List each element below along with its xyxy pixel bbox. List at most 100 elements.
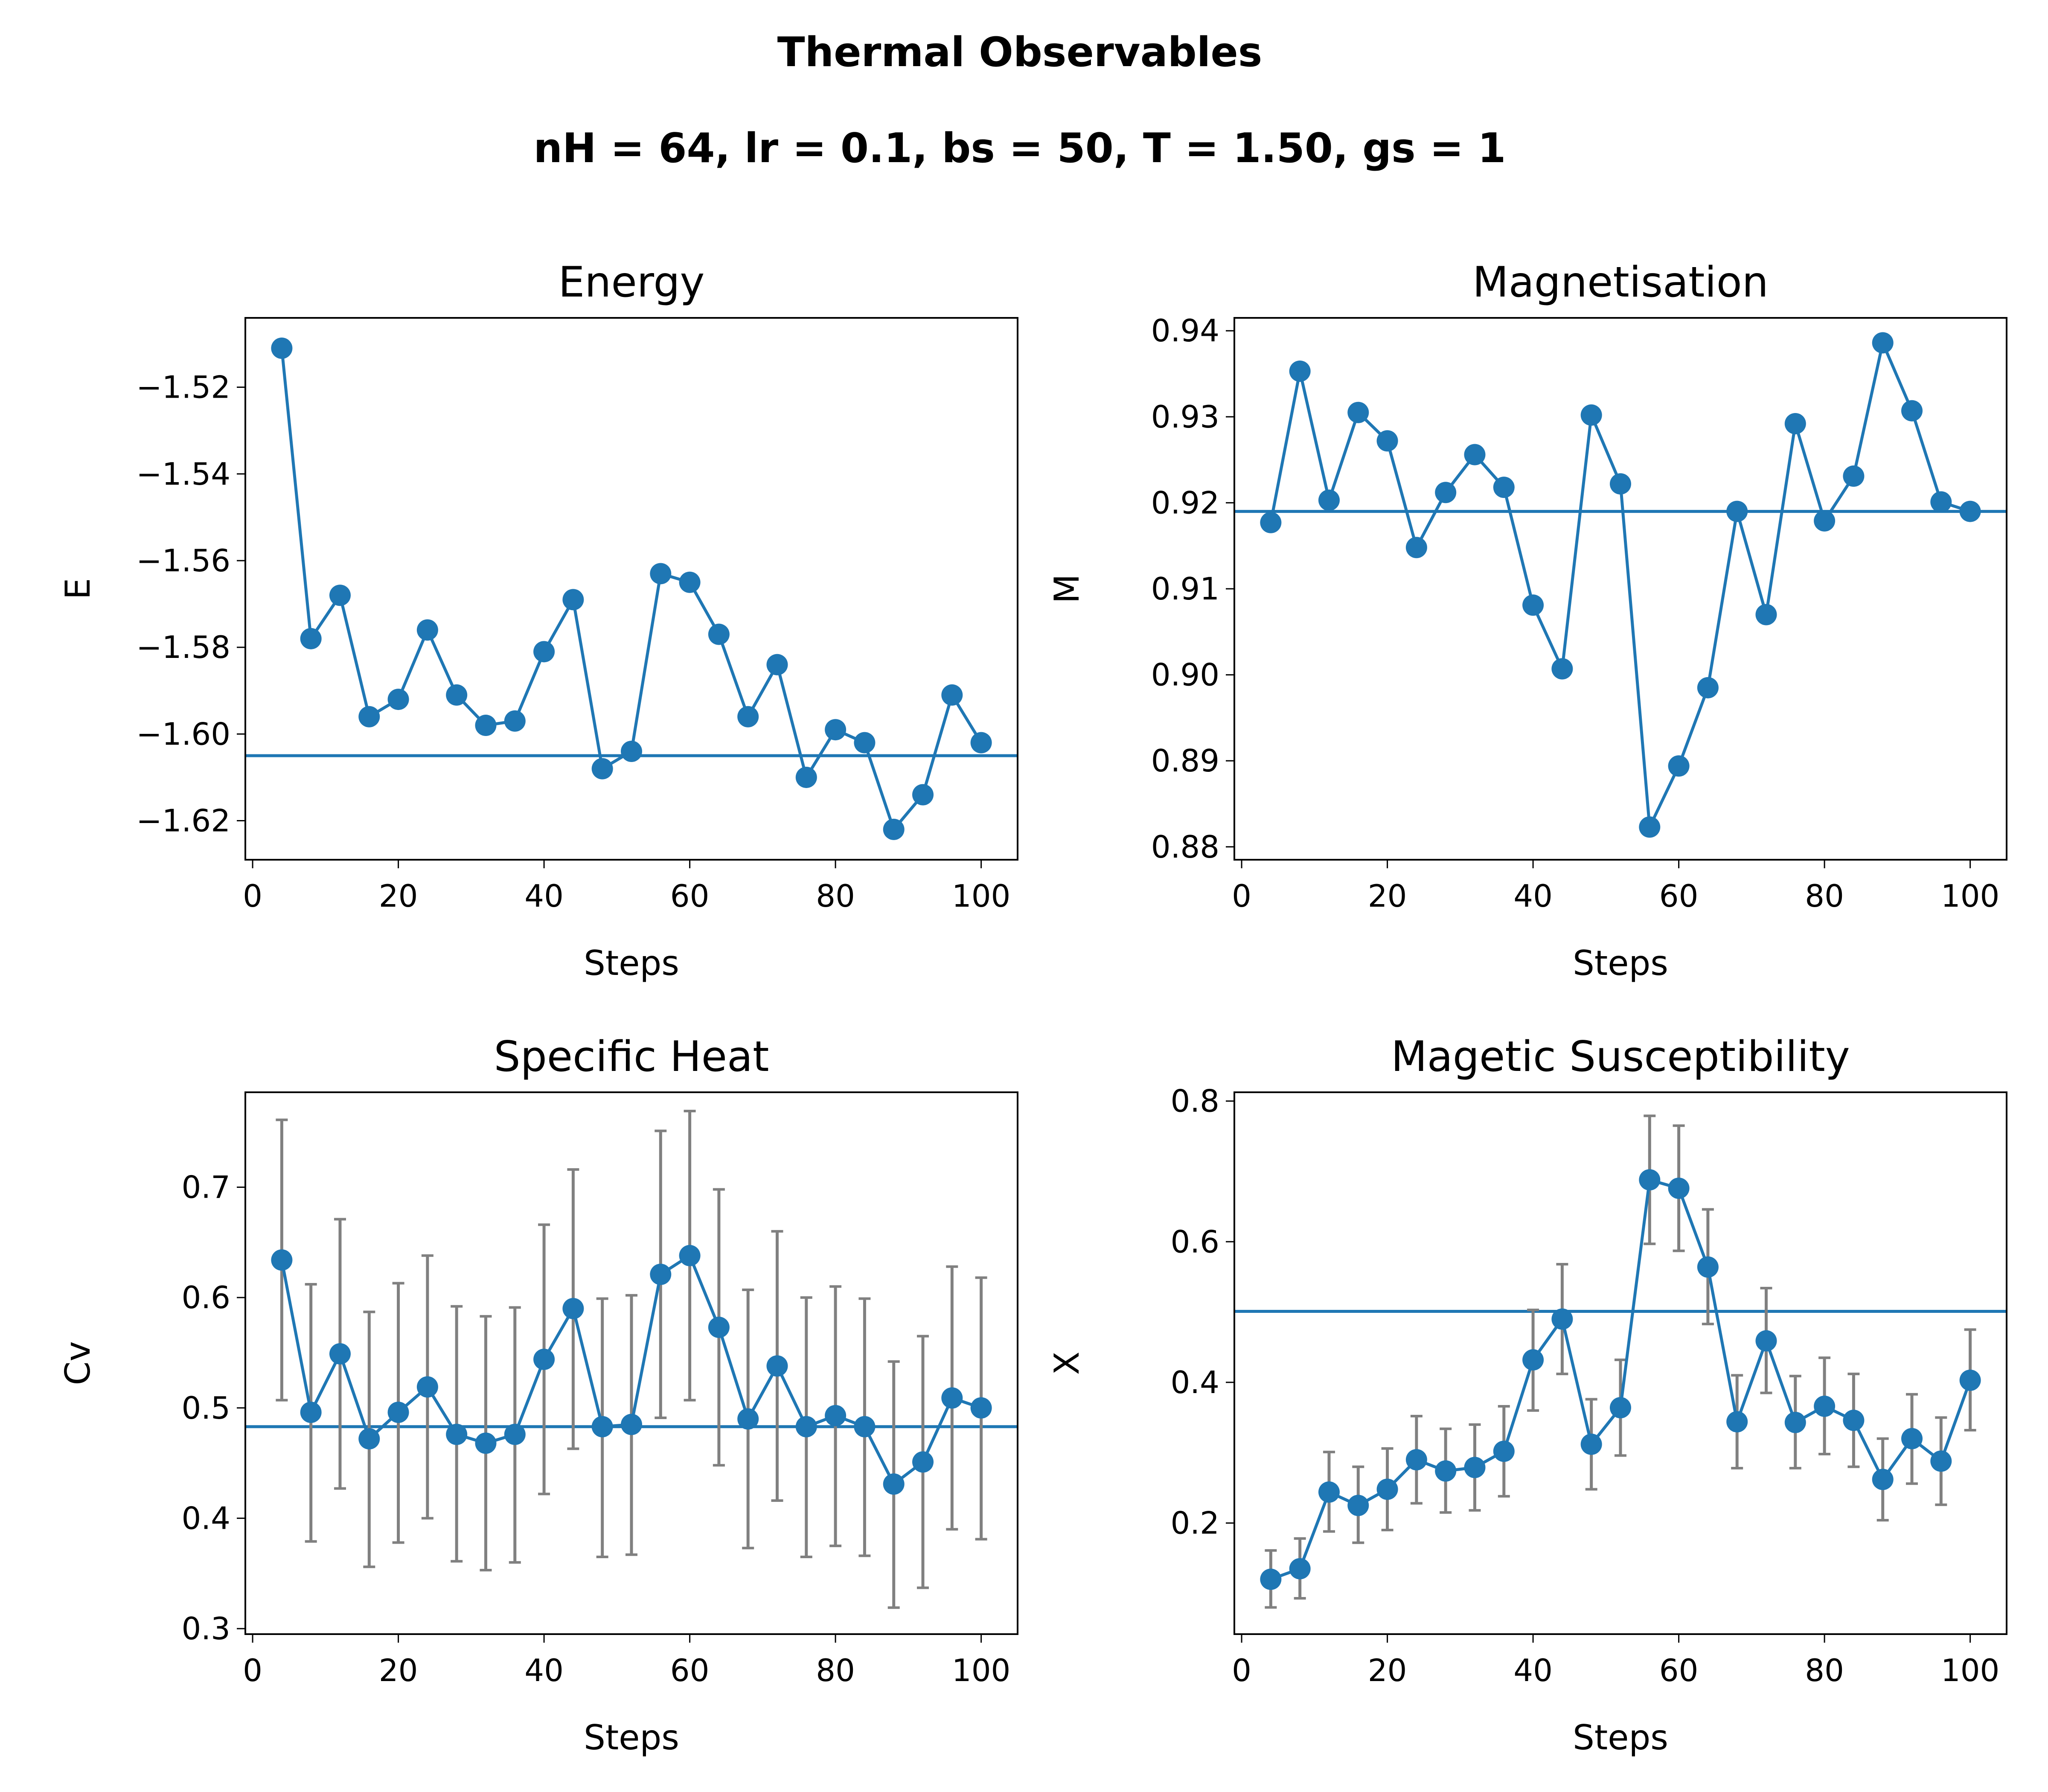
data-point	[1435, 482, 1457, 503]
data-point	[1435, 1460, 1457, 1482]
data-point	[854, 1416, 876, 1437]
data-point	[1551, 1308, 1573, 1330]
data-point	[1347, 401, 1369, 423]
data-point	[1872, 332, 1894, 354]
y-axis-label: X	[1047, 1352, 1087, 1375]
data-point	[795, 766, 817, 788]
y-tick-label: −1.56	[136, 543, 230, 579]
data-point	[1376, 430, 1398, 452]
data-point	[1405, 537, 1427, 559]
data-point	[1289, 1558, 1311, 1580]
data-point	[825, 1405, 847, 1426]
data-point	[883, 1473, 905, 1495]
data-point	[1347, 1495, 1369, 1516]
data-point	[1610, 473, 1631, 495]
x-tick-label: 80	[816, 1652, 855, 1688]
data-point	[650, 1263, 672, 1285]
data-point	[591, 1416, 613, 1437]
panel-title: Specific Heat	[494, 1033, 769, 1081]
data-point	[1697, 1256, 1719, 1278]
y-tick-label: −1.60	[136, 716, 230, 752]
data-point	[1726, 1411, 1748, 1433]
x-tick-label: 20	[1368, 878, 1407, 914]
data-point	[825, 719, 847, 741]
data-point	[1755, 1330, 1777, 1352]
data-point	[1697, 677, 1719, 698]
panel-title: Magnetisation	[1472, 258, 1769, 307]
x-tick-label: 20	[379, 1652, 418, 1688]
data-point	[708, 1316, 730, 1338]
data-point	[970, 732, 992, 753]
data-point	[562, 589, 584, 611]
x-tick-label: 0	[243, 878, 262, 914]
data-point	[1930, 1450, 1952, 1472]
x-tick-label: 0	[243, 1652, 262, 1688]
panel-energy: Energy Steps E 0 20 40 60 80 100 −1.52 −1.54 −1.56 −…	[58, 258, 1018, 983]
data-point	[504, 710, 526, 732]
y-tick-label: 0.90	[1151, 657, 1219, 693]
data-point	[1289, 360, 1311, 382]
data-point	[1522, 1349, 1544, 1371]
y-tick-label: 0.6	[181, 1280, 230, 1315]
data-point	[387, 689, 409, 710]
y-tick-label: 0.4	[181, 1500, 230, 1536]
x-tick-label: 100	[1941, 878, 1999, 914]
series-line	[1269, 341, 1971, 829]
panels: Energy Steps E 0 20 40 60 80 100 −1.52 −1.54 −1.56 −…	[58, 258, 2007, 1757]
y-tick-label: 0.5	[181, 1390, 230, 1426]
data-point	[1726, 500, 1748, 522]
x-tick-label: 40	[1513, 1652, 1553, 1688]
data-point	[358, 706, 380, 727]
axes-frame	[244, 317, 1018, 861]
data-point	[1580, 1433, 1602, 1455]
data-point	[1784, 1411, 1806, 1433]
data-point	[1405, 1449, 1427, 1471]
data-point	[1522, 594, 1544, 616]
data-point	[416, 1376, 438, 1398]
y-tick-label: 0.4	[1170, 1364, 1219, 1400]
data-point	[1843, 1409, 1865, 1431]
x-tick-label: 40	[524, 878, 564, 914]
plot-area	[245, 337, 1018, 840]
data-point	[1493, 477, 1515, 498]
panel-magnetic-susceptibility: Magetic Susceptibility Steps X 0 20 40 60 80 100…	[1047, 1033, 2007, 1757]
data-point	[766, 654, 788, 675]
y-tick-label: 0.91	[1151, 571, 1219, 607]
data-point	[1901, 400, 1923, 422]
y-tick-label: −1.54	[136, 456, 230, 492]
data-point	[1814, 510, 1836, 532]
y-tick-label: 0.8	[1170, 1083, 1219, 1119]
data-point	[1260, 512, 1282, 533]
data-point	[1551, 658, 1573, 680]
data-point	[1930, 491, 1952, 513]
data-point	[1668, 755, 1690, 777]
data-point	[446, 1423, 468, 1445]
axes-frame	[1233, 1091, 2007, 1635]
plot-area	[1234, 332, 2007, 838]
x-tick-label: 20	[1368, 1652, 1407, 1688]
y-tick-label: 0.88	[1151, 829, 1219, 865]
y-tick-label: 0.3	[181, 1611, 230, 1647]
axes-frame	[1233, 317, 2007, 861]
y-tick-label: 0.94	[1151, 313, 1219, 349]
panel-magnetisation: Magnetisation Steps M 0 20 40 60 80 100 0.94 0.93 0…	[1047, 258, 2007, 983]
data-point	[1843, 465, 1865, 487]
x-tick-label: 80	[816, 878, 855, 914]
y-tick-label: −1.58	[136, 629, 230, 665]
y-tick-label: 0.7	[181, 1169, 230, 1205]
data-point	[300, 1402, 322, 1423]
data-point	[679, 571, 701, 593]
data-point	[1464, 444, 1486, 465]
data-point	[1755, 604, 1777, 625]
data-point	[941, 684, 963, 706]
y-tick-label: 0.93	[1151, 399, 1219, 435]
data-point	[300, 628, 322, 649]
data-point	[1464, 1457, 1486, 1478]
y-axis-label: E	[58, 578, 98, 600]
data-point	[271, 1249, 293, 1271]
data-point	[650, 563, 672, 585]
x-tick-label: 40	[1513, 878, 1553, 914]
x-tick-label: 80	[1805, 878, 1844, 914]
x-axis-label: Steps	[1573, 1718, 1668, 1757]
x-tick-label: 40	[524, 1652, 564, 1688]
